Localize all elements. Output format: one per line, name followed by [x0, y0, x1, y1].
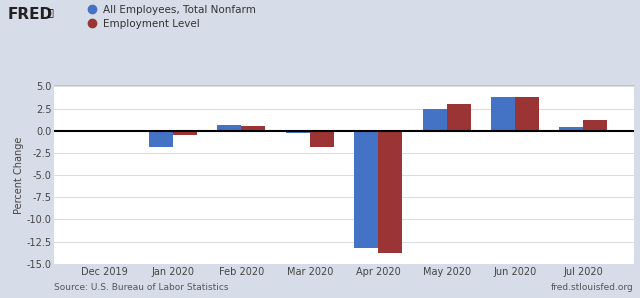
Bar — [310, 131, 333, 147]
Bar — [422, 109, 447, 131]
Y-axis label: Percent Change: Percent Change — [13, 136, 24, 214]
Text: FRED: FRED — [8, 7, 53, 22]
Bar — [515, 97, 539, 131]
Text: 📈: 📈 — [48, 7, 54, 18]
Bar — [173, 131, 197, 135]
Legend: All Employees, Total Nonfarm, Employment Level: All Employees, Total Nonfarm, Employment… — [88, 5, 256, 29]
Bar — [583, 120, 607, 131]
Bar — [149, 131, 173, 147]
Text: Source: U.S. Bureau of Labor Statistics: Source: U.S. Bureau of Labor Statistics — [54, 283, 229, 292]
Bar — [559, 127, 583, 131]
Bar — [286, 131, 310, 134]
Bar — [355, 131, 378, 248]
Bar — [105, 131, 129, 132]
Bar — [241, 126, 266, 131]
Bar — [447, 104, 470, 131]
Text: fred.stlouisfed.org: fred.stlouisfed.org — [551, 283, 634, 292]
Bar — [378, 131, 402, 253]
Bar — [218, 125, 241, 131]
Bar — [491, 97, 515, 131]
